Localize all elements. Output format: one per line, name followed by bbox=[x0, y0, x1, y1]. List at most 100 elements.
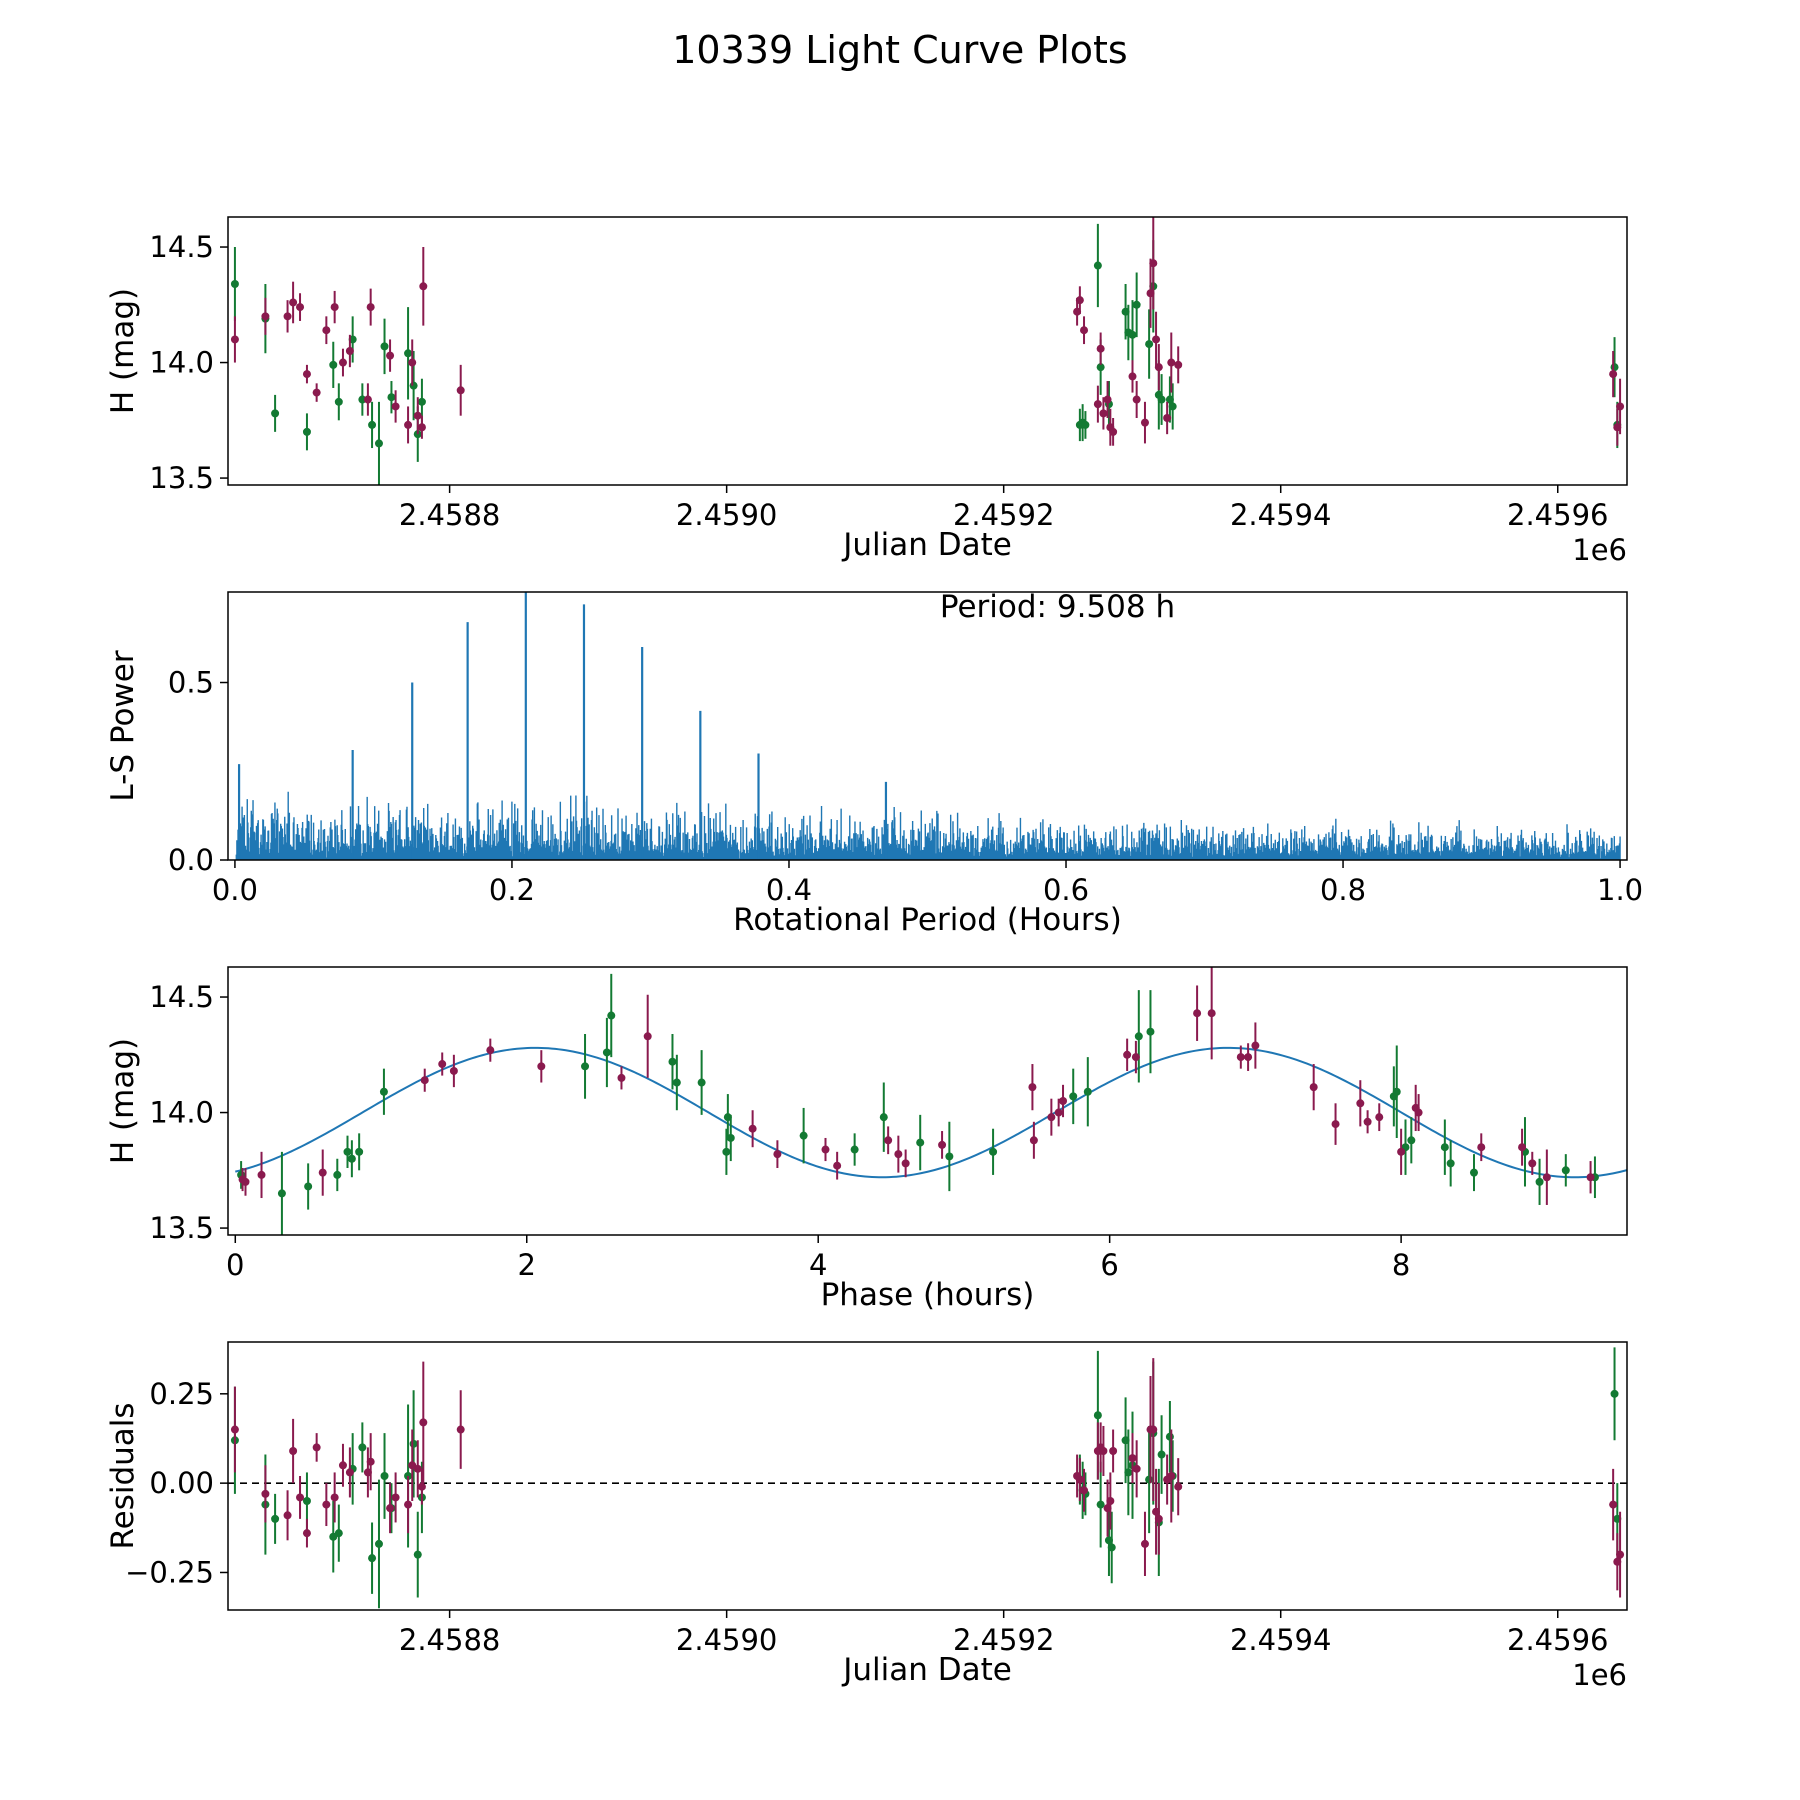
periodogram-ytick-label: 0.0 bbox=[168, 843, 214, 877]
phased-green-point bbox=[1469, 1168, 1478, 1177]
phased-magenta-point bbox=[617, 1073, 626, 1082]
residuals-green-point bbox=[1096, 1500, 1105, 1509]
lightcurve-plot-area bbox=[230, 217, 1625, 485]
lightcurve-magenta-point bbox=[289, 298, 298, 307]
phased-ytick-label: 14.0 bbox=[149, 1096, 214, 1130]
chart-lightcurve: 2.4588 2.4590 2.4592 2.4594 2.4596 13.5 14.0 14… bbox=[105, 216, 1628, 567]
lightcurve-xtick-label: 2.4594 bbox=[1230, 498, 1331, 532]
phased-xtick-label: 8 bbox=[1392, 1248, 1410, 1282]
lightcurve-green-point bbox=[1157, 395, 1166, 404]
phased-magenta-point bbox=[257, 1170, 266, 1179]
residuals-green-point bbox=[374, 1539, 383, 1548]
lightcurve-magenta-point bbox=[419, 282, 428, 291]
periodogram-noise-line bbox=[235, 791, 1621, 860]
lightcurve-magenta-point bbox=[363, 395, 372, 404]
phased-magenta-point bbox=[1397, 1147, 1406, 1156]
residuals-magenta-point bbox=[312, 1443, 321, 1452]
lightcurve-magenta-point bbox=[1132, 395, 1141, 404]
lightcurve-magenta-point bbox=[1075, 296, 1084, 305]
periodogram-frame bbox=[227, 591, 1628, 861]
phased-green-point bbox=[668, 1057, 677, 1066]
phased-magenta-point bbox=[1131, 1053, 1140, 1062]
phased-xtick-label: 4 bbox=[809, 1248, 827, 1282]
phased-magenta-point bbox=[1054, 1108, 1063, 1117]
phased-green-point bbox=[343, 1147, 352, 1156]
residuals-magenta-point bbox=[1616, 1550, 1625, 1559]
lightcurve-magenta-point bbox=[261, 312, 270, 321]
phased-green-point bbox=[1146, 1027, 1155, 1036]
residuals-ytick-label: 0.25 bbox=[149, 1377, 214, 1411]
phased-magenta-point bbox=[1528, 1159, 1537, 1168]
residuals-green-point bbox=[1145, 1475, 1154, 1484]
residuals-green-point bbox=[358, 1443, 367, 1452]
phased-green-point bbox=[1535, 1177, 1544, 1186]
residuals-xtick-label: 2.4592 bbox=[953, 1623, 1054, 1657]
phased-green-point bbox=[1069, 1092, 1078, 1101]
residuals-magenta-point bbox=[456, 1425, 465, 1434]
residuals-magenta-point bbox=[413, 1464, 422, 1473]
phased-green-point bbox=[672, 1078, 681, 1087]
lightcurve-green-point bbox=[271, 409, 280, 418]
residuals-ytick-label: −0.25 bbox=[125, 1555, 214, 1589]
residuals-magenta-point bbox=[366, 1457, 375, 1466]
residuals-green-point bbox=[271, 1514, 280, 1523]
residuals-magenta-point bbox=[1140, 1539, 1149, 1548]
phased-green-point bbox=[799, 1131, 808, 1140]
phased-magenta-point bbox=[894, 1150, 903, 1159]
phased-magenta-point bbox=[1207, 1009, 1216, 1018]
lightcurve-magenta-point bbox=[1103, 395, 1112, 404]
phased-green-point bbox=[945, 1152, 954, 1161]
lightcurve-green-point bbox=[409, 381, 418, 390]
periodogram-xlabel: Rotational Period (Hours) bbox=[733, 902, 1122, 938]
lightcurve-frame bbox=[227, 216, 1628, 486]
residuals-green-point bbox=[409, 1439, 418, 1448]
phased-magenta-point bbox=[1059, 1097, 1068, 1105]
residuals-magenta-point bbox=[345, 1468, 354, 1477]
phased-green-point bbox=[1440, 1143, 1449, 1152]
phased-green-point bbox=[879, 1113, 888, 1122]
residuals-magenta-point bbox=[1149, 1425, 1158, 1434]
residuals-green-point bbox=[1610, 1389, 1619, 1398]
residuals-magenta-point bbox=[1154, 1514, 1163, 1523]
phased-magenta-point bbox=[1331, 1120, 1340, 1129]
residuals-magenta-point bbox=[386, 1504, 395, 1513]
periodogram-xtick-label: 0.4 bbox=[766, 873, 812, 907]
phased-green-point bbox=[1083, 1087, 1092, 1096]
residuals-frame bbox=[227, 1341, 1628, 1611]
lightcurve-magenta-point bbox=[1080, 326, 1089, 335]
residuals-magenta-point bbox=[283, 1511, 292, 1520]
residuals-magenta-point bbox=[1128, 1454, 1137, 1463]
phased-magenta-point bbox=[748, 1124, 757, 1133]
lightcurve-green-point bbox=[1128, 330, 1137, 339]
lightcurve-magenta-point bbox=[1609, 370, 1618, 379]
lightcurve-magenta-point bbox=[1616, 402, 1625, 411]
lightcurve-green-point bbox=[1168, 402, 1177, 411]
periodogram-ytick-label: 0.5 bbox=[168, 666, 214, 700]
lightcurve-magenta-point bbox=[338, 358, 347, 367]
phased-green-point bbox=[850, 1145, 859, 1154]
residuals-magenta-point bbox=[1609, 1500, 1618, 1509]
lightcurve-ytick-label: 13.5 bbox=[149, 461, 214, 495]
lightcurve-magenta-point bbox=[283, 312, 292, 321]
phased-magenta-point bbox=[833, 1161, 842, 1170]
phased-magenta-point bbox=[901, 1159, 910, 1168]
residuals-magenta-point bbox=[1174, 1482, 1183, 1491]
lightcurve-green-point bbox=[1081, 420, 1090, 429]
residuals-xtick-label: 2.4596 bbox=[1507, 1623, 1608, 1657]
residuals-magenta-point bbox=[1080, 1486, 1089, 1495]
lightcurve-green-point bbox=[302, 427, 311, 436]
phased-ylabel: H (mag) bbox=[105, 1038, 141, 1164]
lightcurve-magenta-point bbox=[1140, 418, 1149, 427]
lightcurve-magenta-point bbox=[230, 335, 239, 344]
phased-magenta-point bbox=[420, 1076, 429, 1085]
periodogram-xtick-label: 0.6 bbox=[1043, 873, 1089, 907]
residuals-green-point bbox=[380, 1472, 389, 1480]
chart-periodogram: 0.0 0.2 0.4 0.6 0.8 1.0 0.0 0.5 Rotational Perio… bbox=[105, 589, 1643, 938]
lightcurve-xtick-label: 2.4588 bbox=[399, 498, 500, 532]
phased-green-point bbox=[697, 1078, 706, 1087]
lightcurve-magenta-point bbox=[1096, 344, 1105, 353]
phased-plot-area bbox=[235, 967, 1627, 1235]
phased-green-point bbox=[347, 1154, 356, 1163]
lightcurve-magenta-point bbox=[1154, 363, 1163, 372]
residuals-magenta-point bbox=[1132, 1464, 1141, 1473]
